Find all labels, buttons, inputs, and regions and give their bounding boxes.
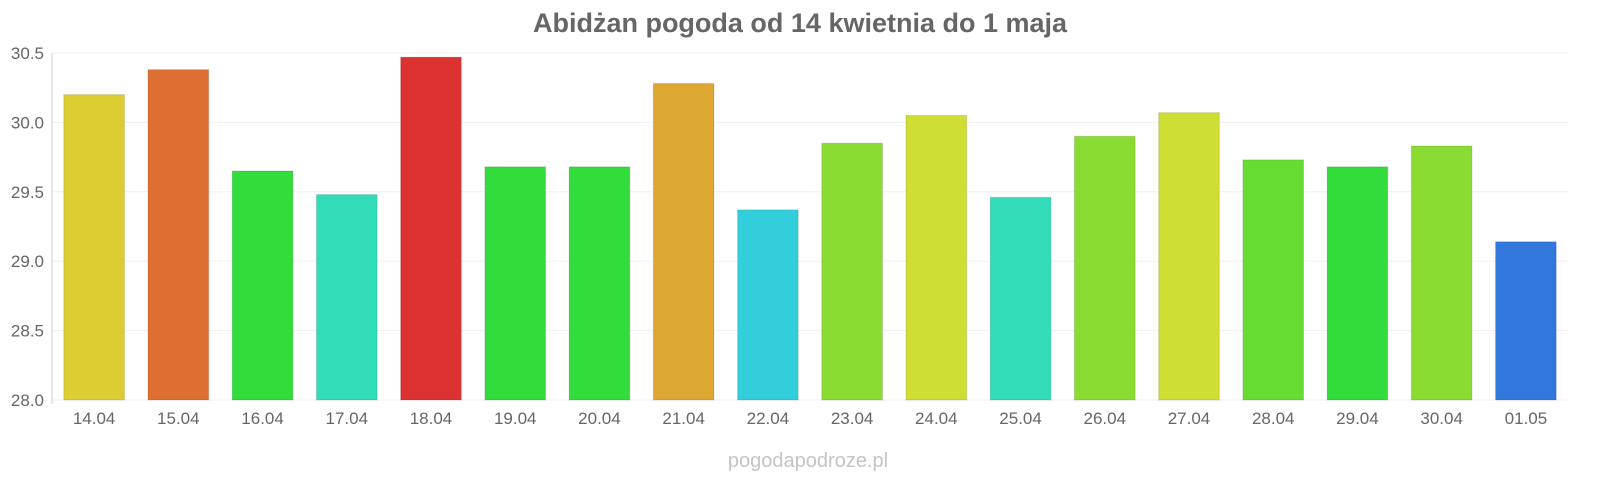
bar-26.04 bbox=[1073, 135, 1136, 401]
x-tick-label: 28.04 bbox=[1252, 409, 1295, 428]
bar-16.04 bbox=[231, 170, 294, 401]
bar-30.04 bbox=[1410, 145, 1473, 401]
bar-21.04 bbox=[652, 83, 715, 401]
grid-lines bbox=[52, 52, 1568, 401]
bar-20.04 bbox=[568, 166, 631, 401]
y-tick-label: 28.5 bbox=[11, 322, 44, 341]
x-tick-label: 16.04 bbox=[241, 409, 284, 428]
x-tick-label: 23.04 bbox=[831, 409, 874, 428]
bar-29.04 bbox=[1326, 166, 1389, 401]
x-tick-label: 19.04 bbox=[494, 409, 537, 428]
y-axis-ticks: 28.0 28.5 29.0 29.5 30.0 30.5 bbox=[11, 44, 44, 410]
y-tick-label: 29.5 bbox=[11, 183, 44, 202]
x-tick-label: 21.04 bbox=[662, 409, 705, 428]
x-tick-label: 15.04 bbox=[157, 409, 200, 428]
y-tick-label: 30.0 bbox=[11, 113, 44, 132]
bars bbox=[63, 56, 1557, 401]
x-tick-label: 18.04 bbox=[410, 409, 453, 428]
bar-24.04 bbox=[905, 114, 968, 401]
bar-18.04 bbox=[400, 56, 462, 401]
x-tick-label: 30.04 bbox=[1420, 409, 1463, 428]
footer-source: pogodapodroze.pl bbox=[728, 450, 888, 472]
y-tick-label: 28.0 bbox=[11, 391, 44, 410]
x-tick-label: 14.04 bbox=[73, 409, 116, 428]
bar-28.04 bbox=[1242, 159, 1305, 401]
x-tick-label: 24.04 bbox=[915, 409, 958, 428]
bar-14.04 bbox=[63, 94, 125, 401]
bar-17.04 bbox=[315, 194, 378, 401]
bar-19.04 bbox=[484, 166, 547, 401]
x-tick-label: 29.04 bbox=[1336, 409, 1379, 428]
bar-01.05 bbox=[1495, 241, 1557, 401]
chart-title: Abidżan pogoda od 14 kwietnia do 1 maja bbox=[533, 8, 1068, 38]
bar-15.04 bbox=[147, 69, 210, 401]
bar-23.04 bbox=[821, 142, 883, 401]
x-tick-label: 27.04 bbox=[1168, 409, 1211, 428]
x-tick-label: 22.04 bbox=[747, 409, 790, 428]
bar-27.04 bbox=[1158, 112, 1220, 401]
x-axis-ticks: 14.04 15.04 16.04 17.04 18.04 19.04 20.04 21.04… bbox=[73, 409, 1547, 428]
x-tick-label: 26.04 bbox=[1084, 409, 1127, 428]
bar-22.04 bbox=[737, 209, 799, 401]
x-tick-label: 01.05 bbox=[1505, 409, 1548, 428]
y-tick-label: 30.5 bbox=[11, 44, 44, 63]
y-tick-label: 29.0 bbox=[11, 252, 44, 271]
bar-25.04 bbox=[989, 196, 1052, 401]
x-tick-label: 25.04 bbox=[999, 409, 1042, 428]
x-tick-label: 20.04 bbox=[578, 409, 621, 428]
x-tick-label: 17.04 bbox=[326, 409, 369, 428]
